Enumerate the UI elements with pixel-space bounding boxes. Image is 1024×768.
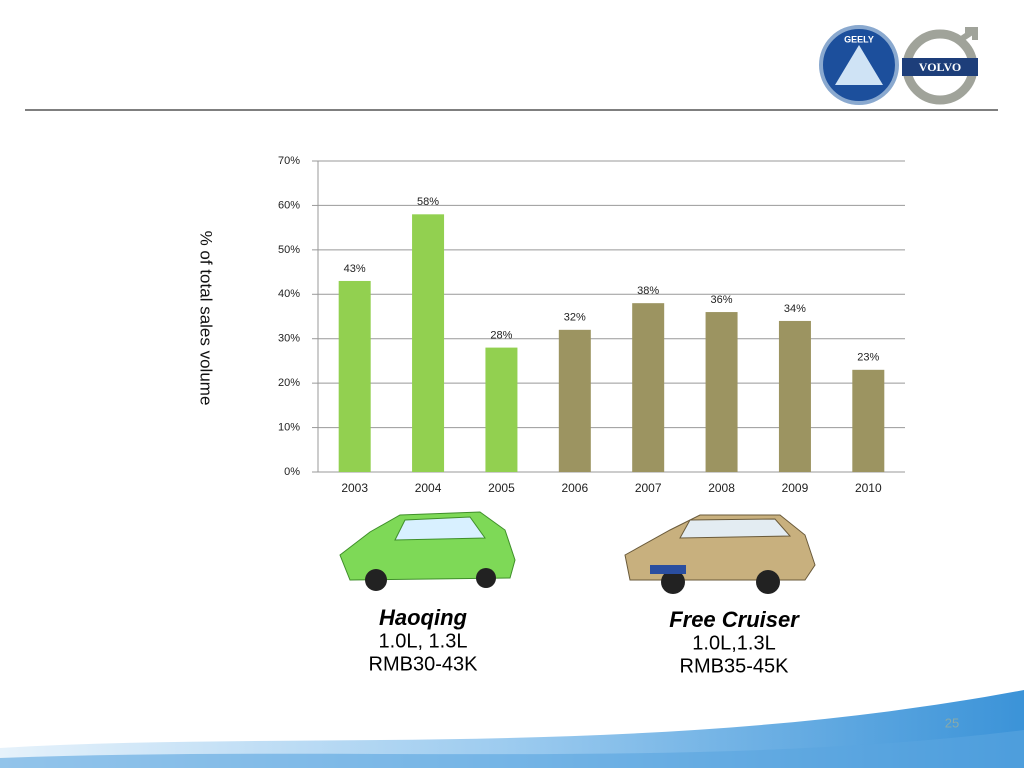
logo-volvo-bar [902, 58, 978, 76]
value-label: 32% [564, 312, 586, 324]
value-label: 58% [417, 196, 439, 208]
value-label: 38% [637, 285, 659, 297]
bar [485, 347, 518, 472]
car-engine: 1.0L, 1.3L [379, 630, 468, 652]
x-tick-label: 2003 [341, 481, 368, 495]
logo-volvo-arrow [958, 27, 978, 43]
x-tick-label: 2004 [415, 481, 442, 495]
y-tick-label: 0% [284, 466, 300, 478]
y-axis-label: % of total sales volume [197, 231, 216, 406]
value-label: 36% [711, 294, 733, 306]
y-tick-label: 40% [278, 288, 300, 300]
x-tick-label: 2005 [488, 481, 515, 495]
bar [412, 214, 445, 473]
car-name: Free Cruiser [669, 607, 800, 632]
y-tick-label: 30% [278, 333, 300, 345]
bar [705, 312, 738, 472]
logo-text: VOLVO [919, 60, 961, 74]
car-green [339, 511, 516, 591]
value-label: 28% [490, 330, 512, 342]
x-tick-label: 2007 [635, 481, 662, 495]
car-price: RMB30-43K [369, 653, 479, 675]
x-tick-label: 2006 [561, 481, 588, 495]
car-name: Haoqing [379, 605, 468, 630]
y-tick-label: 70% [278, 155, 300, 167]
y-tick-label: 10% [278, 421, 300, 433]
y-tick-label: 50% [278, 244, 300, 256]
value-label: 34% [784, 303, 806, 315]
car-price: RMB35-45K [680, 655, 790, 677]
y-tick-label: 60% [278, 199, 300, 211]
car-engine: 1.0L,1.3L [692, 632, 775, 654]
footer-wave [0, 730, 1024, 768]
footer-wave [0, 690, 1024, 768]
x-tick-label: 2008 [708, 481, 735, 495]
value-label: 23% [857, 352, 879, 364]
page-number: 25 [945, 715, 959, 730]
bar [852, 369, 885, 472]
car-tan [624, 514, 816, 594]
bar [632, 303, 665, 472]
value-label: 43% [344, 263, 366, 275]
x-tick-label: 2009 [782, 481, 809, 495]
logo-text: GEELY [844, 34, 874, 44]
y-tick-label: 20% [278, 377, 300, 389]
logo-geely-mark [835, 45, 883, 85]
bar [558, 329, 591, 472]
x-tick-label: 2010 [855, 481, 882, 495]
bar [338, 280, 371, 472]
bar [778, 320, 811, 472]
